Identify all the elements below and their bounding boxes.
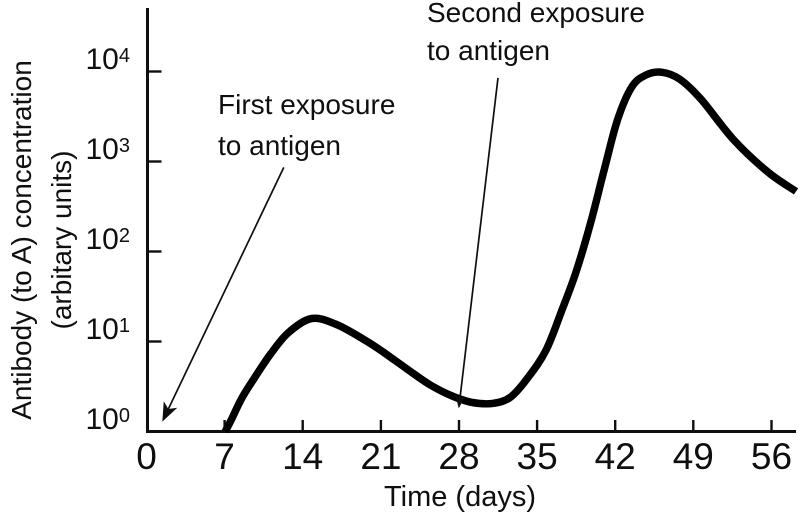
y-tick-label: 100 bbox=[85, 402, 131, 436]
x-axis-ticks bbox=[223, 420, 773, 431]
second-exposure-arrow bbox=[455, 77, 499, 409]
y-axis-title-line2: (arbitary units) bbox=[46, 150, 77, 330]
antibody-response-curve bbox=[221, 68, 799, 434]
y-tick-label: 103 bbox=[85, 132, 131, 166]
y-tick-label: 102 bbox=[85, 222, 131, 256]
x-tick-label: 35 bbox=[516, 436, 558, 477]
y-axis-title-line1: Antibody (to A) concentration bbox=[6, 60, 37, 420]
x-tick-label: 42 bbox=[594, 436, 636, 477]
x-tick-label: 49 bbox=[672, 436, 714, 477]
annotation-second-exposure-line2: to antigen bbox=[427, 35, 550, 66]
x-axis-title: Time (days) bbox=[384, 481, 536, 513]
x-tick-label: 56 bbox=[750, 436, 793, 477]
annotation-first-exposure-line2: to antigen bbox=[218, 130, 341, 161]
x-tick-label: 7 bbox=[214, 436, 235, 477]
annotation-first-exposure-line1: First exposure bbox=[218, 89, 396, 120]
y-tick-label: 101 bbox=[85, 312, 131, 346]
x-tick-label: 28 bbox=[438, 436, 480, 477]
y-tick-label: 104 bbox=[85, 42, 131, 76]
x-tick-label: 0 bbox=[136, 436, 157, 477]
x-tick-label: 14 bbox=[282, 436, 324, 477]
annotation-second-exposure-line1: Second exposure bbox=[427, 0, 645, 28]
annotation-first-exposure: First exposure to antigen bbox=[218, 84, 395, 166]
annotation-second-exposure: Second exposure to antigen bbox=[427, 0, 645, 70]
x-tick-label: 21 bbox=[360, 436, 402, 477]
y-axis-ticks bbox=[149, 70, 162, 343]
first-exposure-arrow bbox=[162, 167, 285, 422]
